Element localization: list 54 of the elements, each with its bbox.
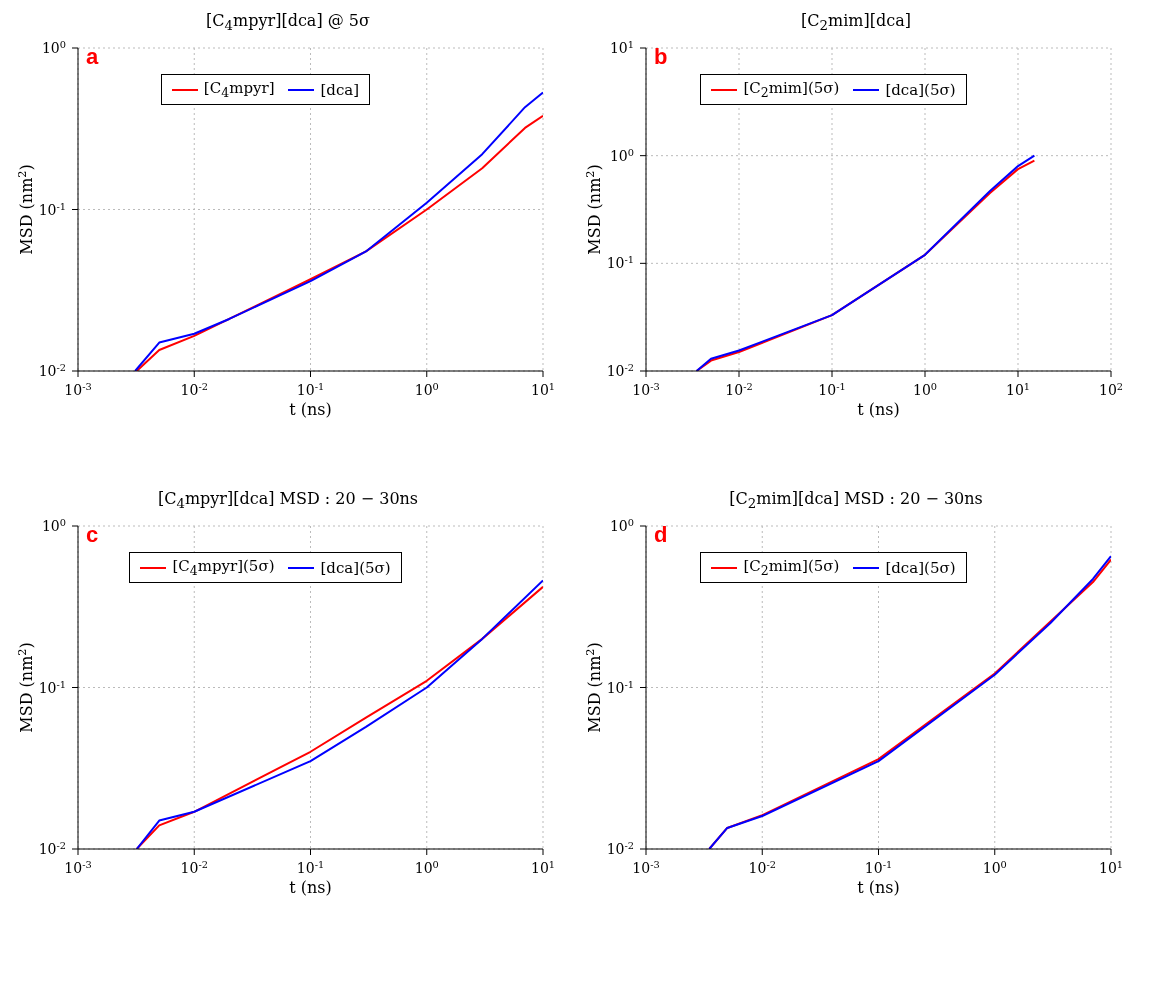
- x-axis-title: t (ns): [857, 878, 900, 897]
- y-tick-label: 10$^{-2}$: [606, 361, 634, 379]
- legend-label: [C$_{4}$mpyr]: [203, 79, 275, 100]
- x-tick-label: 10$^{-1}$: [818, 380, 846, 398]
- x-tick-label: 10$^{1}$: [1005, 380, 1031, 398]
- y-tick-label: 10$^{-1}$: [606, 678, 634, 696]
- y-tick-label: 10$^{0}$: [41, 38, 66, 56]
- y-tick-label: 10$^{-1}$: [38, 678, 66, 696]
- x-tick-label: 10$^{0}$: [414, 380, 439, 398]
- chart-title: [C$_{2}$mim][dca]: [800, 10, 912, 34]
- y-tick-label: 10$^{-1}$: [606, 253, 634, 272]
- x-tick-label: 10$^{-2}$: [180, 380, 208, 398]
- y-tick-label: 10$^{0}$: [609, 516, 634, 534]
- x-tick-label: 10$^{1}$: [530, 858, 556, 876]
- annotation: b: [654, 44, 668, 69]
- legend-label: [C$_{2}$mim](5σ): [743, 557, 840, 578]
- x-tick-label: 10$^{-3}$: [632, 858, 660, 876]
- annotation: c: [86, 522, 99, 547]
- legend-label: [C$_{2}$mim](5σ): [743, 79, 840, 100]
- annotation: a: [86, 44, 99, 69]
- y-tick-label: 10$^{-2}$: [38, 839, 66, 857]
- x-tick-label: 10$^{-3}$: [64, 858, 92, 876]
- chart-title: [C$_{4}$mpyr][dca] @ 5σ: [205, 10, 371, 34]
- x-tick-label: 10$^{-2}$: [180, 858, 208, 876]
- y-tick-label: 10$^{-2}$: [38, 361, 66, 379]
- y-tick-label: 10$^{-2}$: [606, 839, 634, 857]
- x-tick-label: 10$^{0}$: [414, 858, 439, 876]
- y-tick-label: 10$^{1}$: [609, 38, 634, 56]
- y-tick-label: 10$^{0}$: [609, 146, 634, 164]
- chart-title: [C$_{4}$mpyr][dca] MSD : 20 − 30ns: [156, 488, 420, 512]
- annotation: d: [654, 522, 668, 547]
- legend-label: [C$_{4}$mpyr](5σ): [172, 557, 275, 578]
- x-tick-label: 10$^{0}$: [912, 380, 938, 398]
- legend-label: [dca](5σ): [885, 558, 956, 577]
- x-axis-title: t (ns): [289, 400, 332, 419]
- legend-label: [dca]: [320, 80, 360, 99]
- y-tick-label: 10$^{-1}$: [38, 200, 66, 218]
- x-tick-label: 10$^{2}$: [1098, 380, 1124, 398]
- x-tick-label: 10$^{-1}$: [296, 858, 325, 876]
- x-axis-title: t (ns): [289, 878, 332, 897]
- x-tick-label: 10$^{-1}$: [296, 380, 325, 398]
- x-tick-label: 10$^{-3}$: [64, 380, 92, 398]
- x-tick-label: 10$^{-3}$: [632, 380, 660, 398]
- legend-label: [dca](5σ): [885, 80, 956, 99]
- x-tick-label: 10$^{1}$: [530, 380, 556, 398]
- x-tick-label: 10$^{-2}$: [725, 380, 753, 398]
- x-tick-label: 10$^{-1}$: [864, 858, 893, 876]
- x-tick-label: 10$^{1}$: [1098, 858, 1124, 876]
- chart-title: [C$_{2}$mim][dca] MSD : 20 − 30ns: [728, 488, 984, 512]
- x-tick-label: 10$^{0}$: [982, 858, 1007, 876]
- x-axis-title: t (ns): [857, 400, 900, 419]
- x-tick-label: 10$^{-2}$: [748, 858, 776, 876]
- y-tick-label: 10$^{0}$: [41, 516, 66, 534]
- legend-label: [dca](5σ): [320, 558, 391, 577]
